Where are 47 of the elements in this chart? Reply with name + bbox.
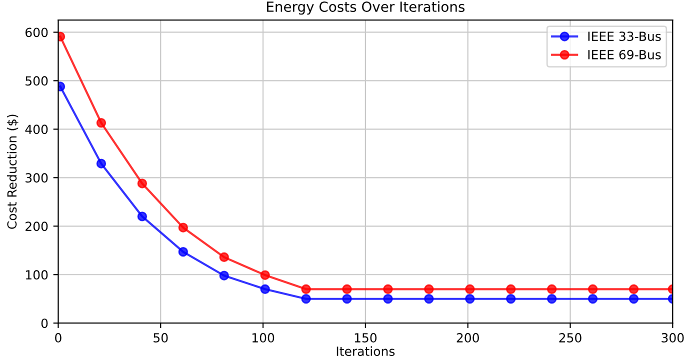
point <box>342 294 352 304</box>
point <box>465 284 475 294</box>
point <box>301 294 311 304</box>
point <box>178 222 188 232</box>
point <box>424 284 434 294</box>
x-tick-label: 300 <box>662 333 684 342</box>
y-tick-label: 0 <box>41 318 48 328</box>
point <box>96 118 106 128</box>
point <box>342 284 352 294</box>
y-tick-label: 300 <box>26 173 48 183</box>
legend-label: IEEE 69-Bus <box>588 50 661 60</box>
y-tick-label: 200 <box>26 222 48 232</box>
point <box>137 178 148 188</box>
point <box>588 294 598 304</box>
x-axis-title: Iterations <box>336 346 395 356</box>
y-axis-title: Cost Reduction ($) <box>6 114 18 229</box>
point <box>383 284 393 294</box>
point <box>546 284 557 294</box>
x-tick-label: 150 <box>354 333 377 342</box>
point <box>96 158 106 168</box>
x-tick-label: 100 <box>252 333 274 342</box>
point <box>506 294 516 304</box>
x-tick-label: 50 <box>154 333 168 342</box>
point <box>260 270 270 280</box>
y-tick-label: 500 <box>26 76 48 86</box>
point <box>137 212 148 222</box>
y-tick-label: 400 <box>25 124 48 134</box>
legend-label: IEEE 33-Bus <box>588 32 661 42</box>
x-tick-label: 0 <box>55 333 62 342</box>
point <box>424 294 434 304</box>
chart-title: Energy Costs Over Iterations <box>267 1 465 15</box>
point <box>178 246 188 257</box>
point <box>465 294 475 304</box>
point <box>260 284 270 294</box>
x-tick-label: 200 <box>456 333 479 342</box>
x-tick-label: 250 <box>559 333 582 342</box>
point <box>628 284 639 294</box>
point <box>506 284 516 294</box>
y-tick-label: 100 <box>26 270 48 280</box>
point <box>219 252 229 262</box>
point <box>301 284 311 294</box>
point <box>546 294 557 304</box>
point <box>628 294 639 304</box>
point <box>383 294 393 304</box>
point <box>588 284 598 294</box>
y-tick-label: 600 <box>26 28 48 38</box>
point <box>219 270 229 280</box>
